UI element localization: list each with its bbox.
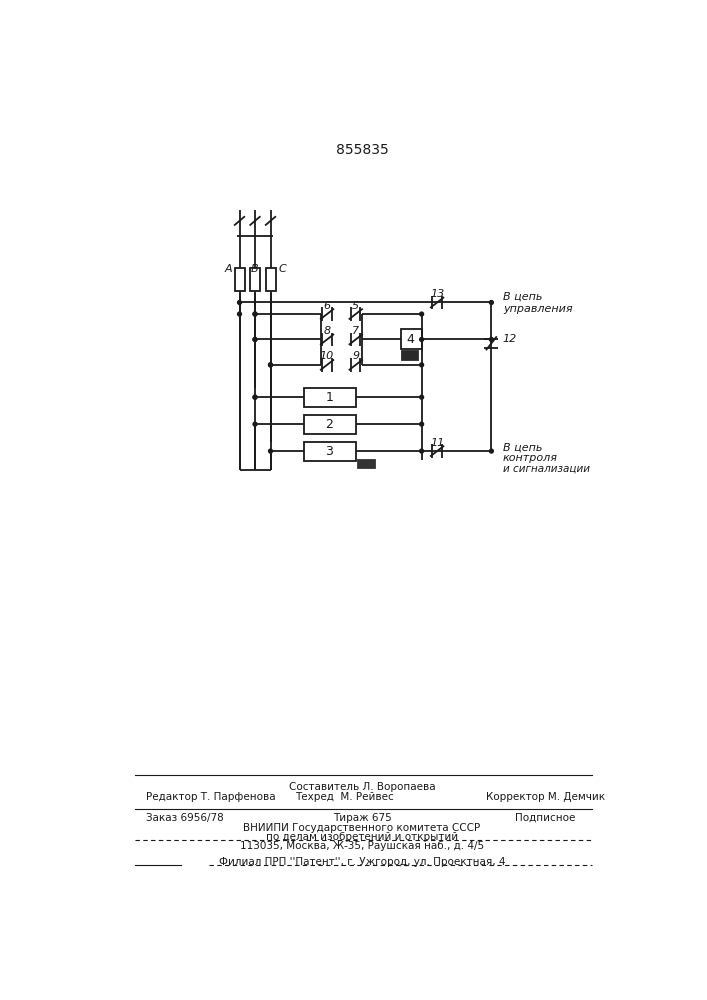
Circle shape bbox=[253, 395, 257, 399]
Text: Редактор Т. Парфенова: Редактор Т. Парфенова bbox=[146, 792, 276, 802]
Bar bbox=[304, 388, 356, 407]
Circle shape bbox=[420, 422, 423, 426]
Circle shape bbox=[253, 338, 257, 341]
Text: B: B bbox=[251, 264, 259, 274]
Text: 4: 4 bbox=[407, 333, 415, 346]
Bar bbox=[266, 268, 276, 291]
Circle shape bbox=[269, 363, 272, 367]
Circle shape bbox=[269, 449, 272, 453]
Circle shape bbox=[253, 395, 257, 399]
Text: 1: 1 bbox=[325, 391, 333, 404]
Text: 855835: 855835 bbox=[336, 143, 388, 157]
Text: 6: 6 bbox=[324, 301, 331, 311]
Circle shape bbox=[489, 449, 493, 453]
Text: Заказ 6956/78: Заказ 6956/78 bbox=[146, 813, 224, 823]
Circle shape bbox=[253, 312, 257, 316]
Text: ВНИИПИ Государственного комитета СССР: ВНИИПИ Государственного комитета СССР bbox=[243, 823, 481, 833]
Text: контроля: контроля bbox=[503, 453, 558, 463]
Text: 13: 13 bbox=[430, 289, 444, 299]
Bar bbox=[358, 460, 375, 468]
Circle shape bbox=[420, 449, 423, 453]
Text: A: A bbox=[224, 264, 232, 274]
Bar bbox=[304, 442, 356, 461]
Circle shape bbox=[238, 301, 241, 304]
Circle shape bbox=[269, 363, 272, 367]
Text: 12: 12 bbox=[502, 334, 517, 344]
Circle shape bbox=[420, 363, 423, 367]
Text: Составитель Л. Воропаева: Составитель Л. Воропаева bbox=[288, 782, 436, 792]
Text: 7: 7 bbox=[352, 326, 359, 336]
Text: Тираж 675: Тираж 675 bbox=[332, 813, 392, 823]
Text: 10: 10 bbox=[320, 351, 334, 361]
Text: В цепь: В цепь bbox=[503, 442, 542, 452]
Circle shape bbox=[238, 312, 241, 316]
Circle shape bbox=[253, 312, 257, 316]
Circle shape bbox=[253, 422, 257, 426]
Text: 5: 5 bbox=[352, 301, 359, 311]
Text: Подписное: Подписное bbox=[515, 813, 575, 823]
Circle shape bbox=[420, 395, 423, 399]
Circle shape bbox=[420, 312, 423, 316]
Bar bbox=[402, 351, 418, 360]
Text: 9: 9 bbox=[352, 351, 359, 361]
Text: управления: управления bbox=[503, 304, 573, 314]
Circle shape bbox=[489, 338, 493, 341]
Bar bbox=[235, 268, 245, 291]
Text: В цепь: В цепь bbox=[503, 291, 542, 301]
Bar bbox=[250, 268, 260, 291]
Text: C: C bbox=[279, 264, 286, 274]
Text: Техред  М. Рейвес: Техред М. Рейвес bbox=[295, 792, 394, 802]
Circle shape bbox=[489, 301, 493, 304]
Text: 11: 11 bbox=[430, 438, 444, 448]
Bar bbox=[401, 329, 421, 349]
Circle shape bbox=[420, 338, 423, 341]
Text: 8: 8 bbox=[324, 326, 331, 336]
Text: Корректор М. Демчик: Корректор М. Демчик bbox=[486, 792, 605, 802]
Circle shape bbox=[253, 338, 257, 341]
Text: и сигнализации: и сигнализации bbox=[503, 463, 590, 473]
Text: по делам изобретений и открытий: по делам изобретений и открытий bbox=[266, 832, 458, 842]
Bar bbox=[304, 415, 356, 434]
Text: 2: 2 bbox=[325, 418, 333, 431]
Text: Филиал ПРП ''Патент'', г. Ужгород, ул. Проектная, 4: Филиал ПРП ''Патент'', г. Ужгород, ул. П… bbox=[218, 857, 506, 867]
Text: 3: 3 bbox=[325, 445, 333, 458]
Text: 113035, Москва, Ж-35, Раушская наб., д. 4/5: 113035, Москва, Ж-35, Раушская наб., д. … bbox=[240, 841, 484, 851]
